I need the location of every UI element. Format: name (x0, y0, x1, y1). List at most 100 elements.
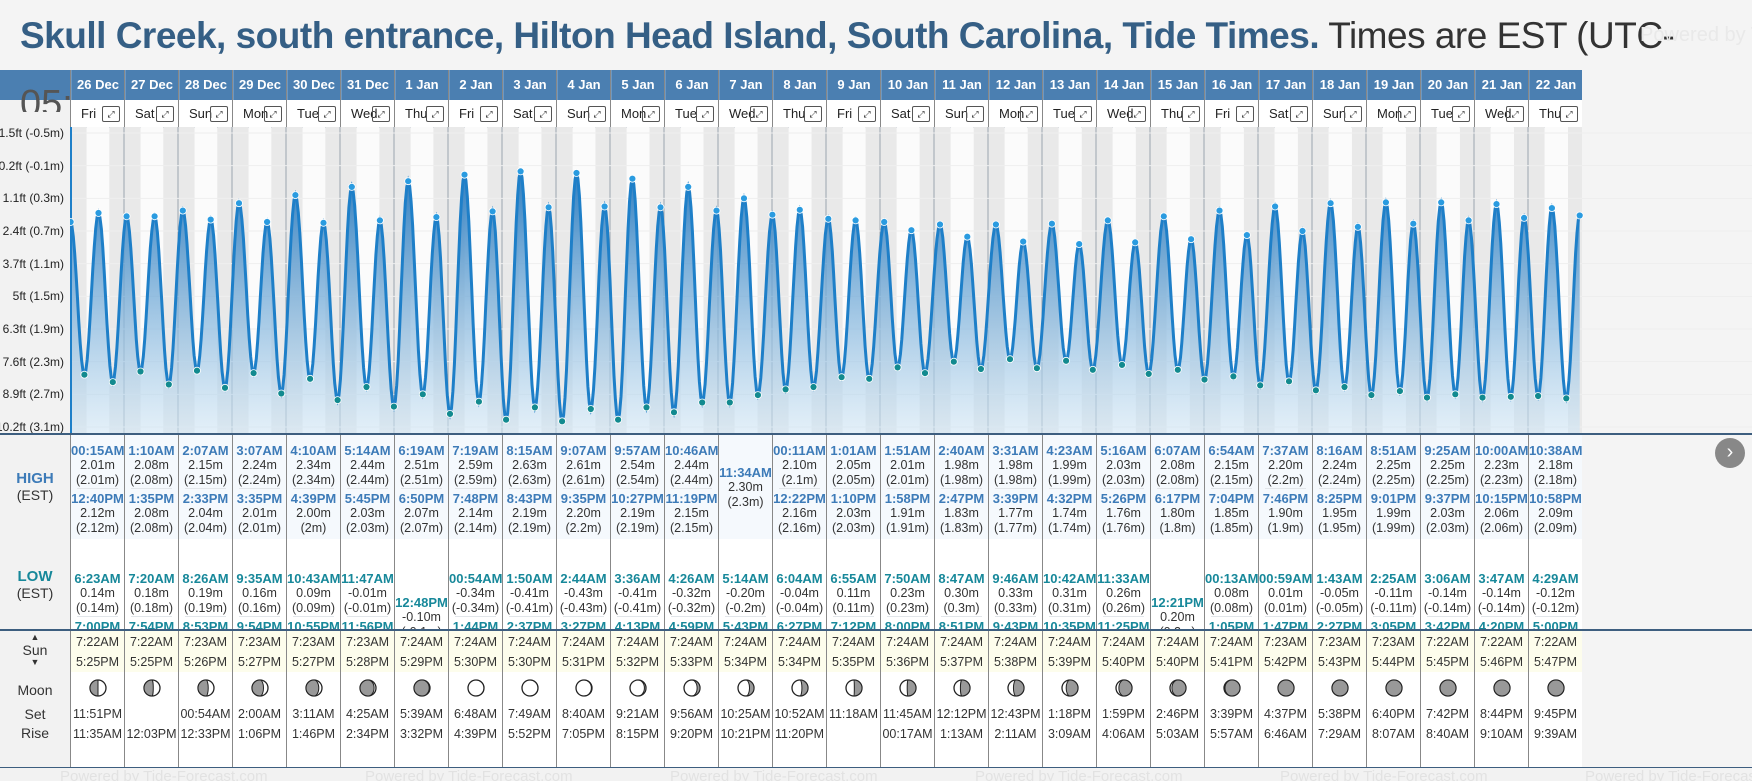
high-tide-point (628, 174, 637, 183)
moon-cell: 4:25AM 2:34PM (341, 672, 394, 768)
high-time: 1:01AM (830, 443, 877, 458)
high-time: 6:07AM (1154, 443, 1201, 458)
moon-phase-icon (1330, 679, 1349, 697)
high-tides-cell: 3:07AM 2.24m (2.24m) 3:35PM 2.01m (2.01m) (233, 435, 286, 539)
high-tide-point (1492, 200, 1501, 208)
expand-icon[interactable]: ⤢ (1290, 106, 1308, 122)
moonset-time: 00:54AM (180, 707, 231, 721)
expand-icon[interactable]: ⤢ (426, 106, 444, 122)
moon-cell: 7:49AM 5:52PM (503, 672, 556, 768)
sunrise-time: 7:24AM (777, 635, 822, 649)
expand-icon[interactable]: ⤢ (264, 106, 282, 122)
high-height-paren: (2.04m) (183, 521, 228, 535)
moonrise-time: 00:17AM (882, 727, 933, 741)
weekday-header: Thu ⤢ (773, 100, 826, 128)
low-height: 0.14m (80, 586, 115, 600)
expand-icon[interactable]: ⤢ (1560, 106, 1578, 122)
high-height-paren: (2.08m) (1155, 473, 1200, 487)
high-height-paren: (2.44m) (345, 473, 390, 487)
expand-icon[interactable]: ⤢ (1182, 106, 1200, 122)
date-header: 3 Jan (503, 70, 556, 100)
high-tides-cell: 2:07AM 2.15m (2.15m) 2:33PM 2.04m (2.04m) (179, 435, 232, 539)
expand-icon[interactable]: ⤢ (858, 106, 876, 122)
high-height: 2.59m (458, 458, 493, 472)
high-height: 2.06m (1484, 506, 1519, 520)
high-tide-entry: 10:15PM 2.06m (2.06m) (1475, 491, 1528, 536)
y-axis-tick-label: -0.2ft (-0.1m) (0, 158, 64, 173)
moon-phase-icon (1438, 679, 1457, 697)
expand-icon[interactable]: ⤢ (588, 106, 606, 122)
expand-icon[interactable]: ⤢ (750, 106, 768, 122)
high-tide-point (347, 183, 356, 191)
low-tz: (EST) (16, 585, 54, 601)
day-column: 26 Dec Fri ⤢ 00:15AM 2.01m (2.01m) 12:40PM 2.12… (70, 70, 124, 781)
sun-cell: 7:24AM 5:34PM (773, 631, 826, 672)
high-time: 8:43PM (506, 491, 553, 506)
moon-cell: 11:45AM 00:17AM (881, 672, 934, 768)
weekday-header: Thu ⤢ (1151, 100, 1204, 128)
moonset-time: 1:18PM (1047, 707, 1092, 721)
high-tide-point (263, 218, 272, 226)
low-height: 0.09m (296, 586, 331, 600)
expand-icon[interactable]: ⤢ (912, 106, 930, 122)
high-tide-point (375, 216, 384, 225)
expand-icon[interactable]: ⤢ (804, 106, 822, 122)
expand-icon[interactable]: ⤢ (696, 106, 714, 122)
high-time: 10:27PM (611, 491, 664, 506)
low-time: 12:48PM (395, 595, 448, 610)
low-tide-entry: 9:35AM 0.16m (0.16m) (233, 571, 286, 616)
expand-icon[interactable]: ⤢ (1506, 106, 1524, 122)
weekday-label: Sat (891, 106, 911, 121)
expand-icon[interactable]: ⤢ (642, 106, 660, 122)
low-tide-point (809, 383, 818, 391)
expand-icon[interactable]: ⤢ (1128, 106, 1146, 122)
next-arrow-button[interactable]: › (1715, 438, 1745, 468)
expand-icon[interactable]: ⤢ (1398, 106, 1416, 122)
date-header: 21 Jan (1475, 70, 1528, 100)
weekday-header: Sun ⤢ (935, 100, 988, 128)
expand-icon[interactable]: ⤢ (966, 106, 984, 122)
sun-cell: 7:24AM 5:30PM (503, 631, 556, 672)
day-column: 4 Jan Sun ⤢ 9:07AM 2.61m (2.61m) 9:35PM 2.20m (2… (556, 70, 610, 781)
sun-cell: 7:24AM 5:40PM (1151, 631, 1204, 672)
high-height: 2.20m (566, 506, 601, 520)
expand-icon[interactable]: ⤢ (1344, 106, 1362, 122)
date-header: 31 Dec (341, 70, 394, 100)
moonset-time: 4:37PM (1263, 707, 1308, 721)
weekday-header: Sat ⤢ (125, 100, 178, 128)
weekday-header: Wed ⤢ (341, 100, 394, 128)
expand-icon[interactable]: ⤢ (318, 106, 336, 122)
high-tide-entry: 3:31AM 1.98m (1.98m) (989, 443, 1042, 488)
high-tide-point (404, 177, 413, 186)
expand-icon[interactable]: ⤢ (1074, 106, 1092, 122)
expand-icon[interactable]: ⤢ (480, 106, 498, 122)
expand-icon[interactable]: ⤢ (534, 106, 552, 122)
high-time: 5:16AM (1100, 443, 1147, 458)
expand-icon[interactable]: ⤢ (102, 106, 120, 122)
expand-icon[interactable]: ⤢ (1020, 106, 1038, 122)
high-height-paren: (2.08m) (129, 521, 174, 535)
expand-icon[interactable]: ⤢ (210, 106, 228, 122)
low-tide-point (586, 405, 595, 413)
high-height: 2.03m (1106, 458, 1141, 472)
low-tide-point (474, 397, 483, 406)
expand-icon[interactable]: ⤢ (156, 106, 174, 122)
expand-icon[interactable]: ⤢ (1452, 106, 1470, 122)
high-tide-point (460, 170, 469, 179)
high-time: 3:39PM (992, 491, 1039, 506)
high-tide-entry: 5:26PM 1.76m (1.76m) (1097, 491, 1150, 536)
expand-icon[interactable]: ⤢ (372, 106, 390, 122)
moonset-time: 7:49AM (507, 707, 552, 721)
low-time: 3:47AM (1478, 571, 1525, 586)
date-header: 20 Jan (1421, 70, 1474, 100)
sunrise-time: 7:23AM (1371, 635, 1416, 649)
low-tide-point (249, 369, 258, 378)
day-column: 5 Jan Mon ⤢ 9:57AM 2.54m (2.54m) 10:27PM 2.19m(… (610, 70, 664, 781)
high-tide-point (1298, 227, 1307, 235)
sun-cell: 7:24AM 5:31PM (557, 631, 610, 672)
moonset-time: 12:43PM (990, 707, 1041, 721)
weekday-label: Tue (675, 106, 697, 121)
expand-icon[interactable]: ⤢ (1236, 106, 1254, 122)
high-height: 1.95m (1322, 506, 1357, 520)
low-tide-entry: 2:44AM -0.43m (-0.43m) (557, 571, 610, 616)
